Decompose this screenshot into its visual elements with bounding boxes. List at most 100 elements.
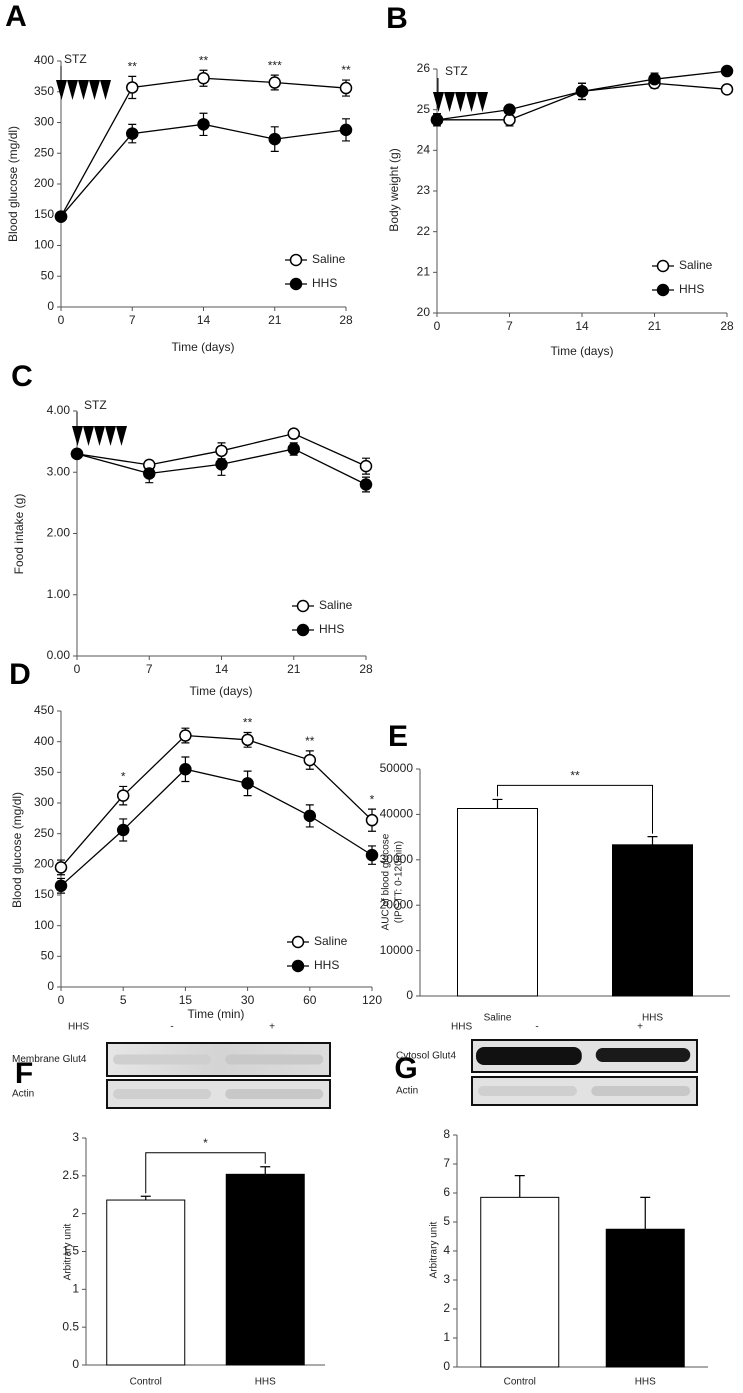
series-line <box>60 768 373 887</box>
marker <box>575 85 589 98</box>
injection-arrow <box>83 426 94 446</box>
y-tick-label: 250 <box>34 826 54 840</box>
marker <box>365 813 379 827</box>
y-tick-label: 22 <box>417 224 431 238</box>
injection-arrow <box>433 92 444 112</box>
legend-marker <box>656 283 670 297</box>
y-tick-label: 20000 <box>380 897 414 911</box>
x-tick-label: 0 <box>58 313 65 327</box>
marker <box>339 81 353 95</box>
y-tick-label: 400 <box>34 734 54 748</box>
legend-marker <box>296 599 310 613</box>
y-tick-label: 350 <box>34 765 54 779</box>
legend-label: Saline <box>312 252 346 266</box>
x-tick-label: 21 <box>287 662 301 676</box>
marker <box>116 823 130 837</box>
x-tick-label: Control <box>504 1377 536 1388</box>
error-bar <box>647 836 658 845</box>
y-tick-label: 3.00 <box>47 464 71 478</box>
x-tick-label: 14 <box>575 319 589 333</box>
marker <box>648 72 661 86</box>
legend-label: Saline <box>679 258 713 272</box>
y-tick-label: 1.00 <box>47 587 71 601</box>
blot-band <box>113 1054 212 1065</box>
y-tick-label: 0 <box>47 299 54 313</box>
error-bar <box>640 1196 651 1230</box>
x-tick-label: 0 <box>74 662 81 676</box>
significance: *** <box>268 58 282 72</box>
y-axis-label: Arbitrary unit <box>429 1221 440 1278</box>
x-tick-label: 0 <box>58 993 65 1007</box>
marker <box>268 132 281 146</box>
legend-label: Saline <box>319 598 353 612</box>
blot-row-label: Actin <box>12 1089 34 1100</box>
bar <box>605 1228 685 1368</box>
y-tick-label: 5 <box>443 1214 450 1228</box>
x-tick-label: 14 <box>215 662 229 676</box>
significance: ** <box>305 734 315 748</box>
marker <box>126 81 139 94</box>
y-tick-label: 150 <box>34 887 54 901</box>
injection-arrow <box>477 92 488 112</box>
y-tick-label: 21 <box>417 265 431 279</box>
y-tick-label: 0 <box>443 1359 450 1373</box>
marker <box>54 861 68 874</box>
marker <box>54 879 68 893</box>
x-tick-label: 14 <box>197 313 211 327</box>
significance: ** <box>128 60 138 74</box>
bar <box>480 1196 560 1368</box>
x-tick-label: 15 <box>179 993 193 1007</box>
error-bar <box>514 1175 525 1198</box>
blot-band <box>478 1086 577 1096</box>
legend-label: HHS <box>319 622 344 636</box>
x-tick-label: 120 <box>362 993 382 1007</box>
stz-label: STZ <box>64 52 87 66</box>
significance: * <box>203 1136 208 1150</box>
x-tick-label: 0 <box>434 319 441 333</box>
error-bar <box>492 798 503 809</box>
y-tick-label: 50 <box>41 268 55 282</box>
y-tick-label: 1.5 <box>62 1244 79 1258</box>
y-tick-label: 150 <box>34 207 54 221</box>
blot-lane: - <box>535 1022 538 1033</box>
bar <box>106 1199 186 1366</box>
x-tick-label: 5 <box>120 993 127 1007</box>
y-tick-label: 1 <box>443 1330 450 1344</box>
x-tick-label: HHS <box>642 1013 663 1024</box>
panel-letter: E <box>388 720 408 753</box>
significance-bracket <box>497 784 653 834</box>
marker <box>126 127 139 140</box>
panel-letter: D <box>9 658 31 691</box>
blot-band <box>113 1089 212 1099</box>
y-tick-label: 0 <box>406 988 413 1002</box>
y-tick-label: 6 <box>443 1185 450 1199</box>
marker <box>116 789 130 802</box>
x-tick-label: 7 <box>146 662 153 676</box>
marker <box>503 103 516 116</box>
x-axis-label: Time (days) <box>190 684 253 698</box>
injection-arrow <box>94 426 105 446</box>
y-axis-label: Body weight (g) <box>387 148 401 231</box>
blot-band <box>225 1089 324 1099</box>
legend-marker <box>289 253 303 267</box>
marker <box>143 467 156 480</box>
injection-arrow <box>78 80 89 100</box>
significance: * <box>370 792 375 806</box>
x-tick-label: 28 <box>720 319 734 333</box>
y-tick-label: 2.5 <box>62 1168 79 1182</box>
error-bar <box>260 1166 271 1175</box>
legend-marker <box>291 935 305 949</box>
significance: ** <box>341 63 351 77</box>
marker <box>241 777 254 790</box>
injection-arrow <box>89 80 100 100</box>
y-tick-label: 3 <box>443 1272 450 1286</box>
x-axis-label: Time (min) <box>188 1007 245 1021</box>
x-axis-label: Time (days) <box>172 340 235 354</box>
y-tick-label: 0 <box>72 1357 79 1371</box>
bar <box>225 1173 305 1366</box>
injection-arrow <box>455 92 466 112</box>
blot-row-label: Cytosol Glut4 <box>396 1051 456 1062</box>
injection-arrow <box>100 80 111 100</box>
legend-marker <box>296 623 310 637</box>
